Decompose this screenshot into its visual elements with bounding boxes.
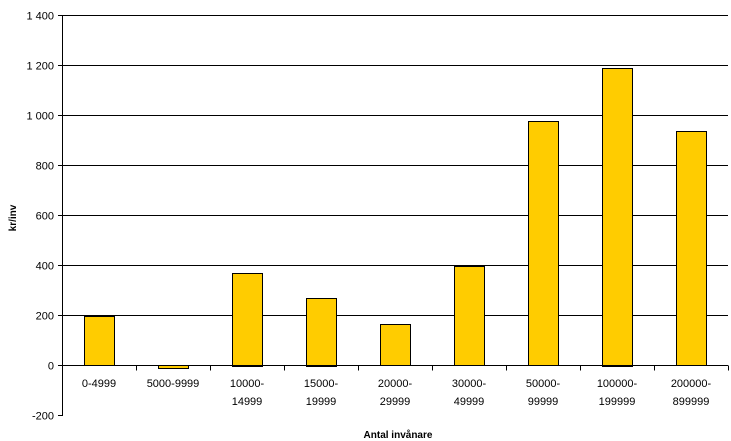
bar (84, 316, 115, 366)
x-tick-label: 50000-99999 (526, 378, 561, 408)
x-tick-label: 200000-899999 (671, 378, 712, 408)
y-tick-label: 400 (36, 261, 54, 273)
bar (380, 324, 411, 366)
bar (306, 298, 337, 367)
y-tick-label: 200 (36, 311, 54, 323)
y-tick-label: 600 (36, 211, 54, 223)
bars (84, 68, 707, 369)
y-tick-label: 1 200 (26, 61, 54, 73)
y-tick-label: 800 (36, 161, 54, 173)
x-tick-label: 0-4999 (82, 378, 116, 390)
x-tick-label: 100000-199999 (597, 378, 638, 408)
bar (454, 266, 485, 366)
y-tick-label: -200 (32, 411, 54, 423)
x-tick-labels: 0-4999 5000-9999 10000-14999 15000-19999 200… (82, 378, 712, 408)
bar (602, 68, 633, 367)
axes (58, 15, 729, 416)
x-tick-label: 20000-29999 (378, 378, 413, 408)
y-axis-label: kr/inv (8, 204, 19, 231)
y-tick-label: 0 (48, 361, 54, 373)
x-tick-label: 15000-19999 (304, 378, 339, 408)
bar (528, 121, 559, 366)
y-tick-labels: -200 0 200 400 600 800 1 000 1 200 1 400 (26, 11, 54, 423)
y-tick-label: 1 000 (26, 111, 54, 123)
x-tick-label: 30000-49999 (452, 378, 487, 408)
grid-lines (62, 15, 728, 316)
x-tick-label: 10000-14999 (230, 378, 265, 408)
x-axis-label: Antal invånare (364, 429, 433, 441)
bar (676, 131, 707, 366)
x-tick-label: 5000-9999 (147, 378, 200, 390)
y-tick-label: 1 400 (26, 11, 54, 23)
bar (232, 273, 263, 367)
